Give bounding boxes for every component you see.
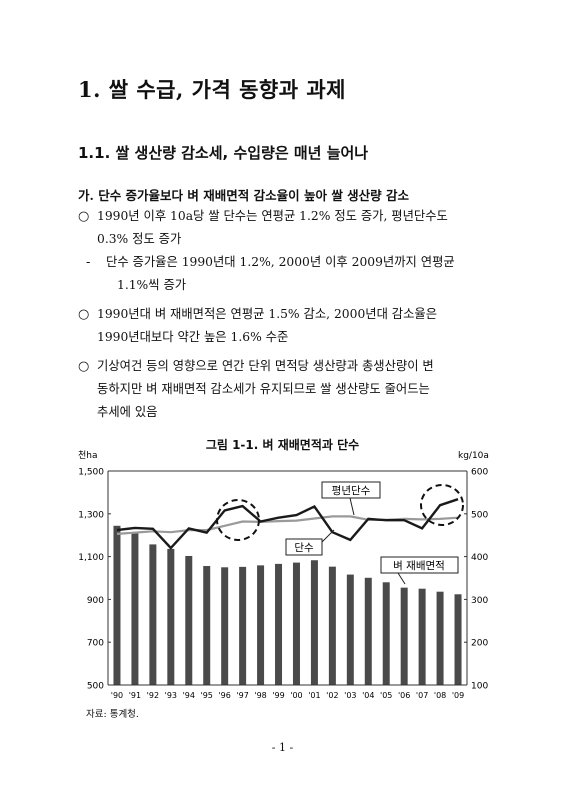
area-bar	[167, 548, 175, 685]
right-tick-label: 300	[471, 596, 488, 606]
x-tick-label: '93	[165, 691, 177, 700]
bullet-line: 기상여건 등의 영향으로 연간 단위 면적당 생산량과 총생산량이 변	[97, 359, 434, 373]
legend-arrow-avg-yield	[349, 497, 355, 516]
bullet-line: 동하지만 벼 재배면적 감소세가 유지되므로 쌀 생산량도 줄어드는	[97, 382, 430, 396]
x-tick-label: '97	[236, 691, 248, 700]
bullet-line: 0.3% 정도 증가	[97, 232, 182, 246]
area-bar	[418, 588, 426, 685]
subsection-heading: 가. 단수 증가율보다 벼 재배면적 감소율이 높아 쌀 생산량 감소	[78, 188, 410, 203]
x-tick-label: '06	[398, 691, 410, 700]
area-bar	[275, 563, 283, 685]
avg-yield-line	[116, 515, 459, 535]
area-bar	[454, 594, 462, 685]
x-tick-label: '08	[434, 691, 446, 700]
right-tick-label: 200	[471, 639, 488, 649]
circle-bullet-icon: ○	[78, 307, 90, 322]
x-tick-label: '95	[201, 691, 213, 700]
left-tick-label: 900	[87, 596, 104, 606]
legend-box-yield	[285, 538, 323, 556]
area-bar	[149, 544, 157, 685]
area-bar	[185, 555, 193, 685]
area-bar	[400, 587, 408, 685]
x-tick-label: '00	[290, 691, 302, 700]
area-bar	[364, 577, 372, 685]
x-tick-label: '94	[183, 691, 195, 700]
area-bar	[221, 567, 229, 685]
x-tick-label: '99	[272, 691, 284, 700]
x-tick-label: '92	[147, 691, 159, 700]
right-tick-label: 600	[471, 468, 488, 478]
legend-arrow-yield	[321, 529, 335, 543]
bullet-line: 1990년 이후 10a당 쌀 단수는 연평균 1.2% 정도 증가, 평년단수…	[97, 209, 448, 223]
right-tick-label: 500	[471, 510, 488, 520]
x-tick-label: '02	[326, 691, 338, 700]
highlight-circle-2008	[420, 484, 464, 526]
left-tick-label: 700	[87, 639, 104, 649]
x-tick-label: '96	[218, 691, 230, 700]
area-bar	[131, 533, 139, 685]
circle-bullet-icon: ○	[78, 209, 90, 224]
x-tick-label: '04	[362, 691, 374, 700]
page-title: 1. 쌀 수급, 가격 동향과 과제	[78, 77, 346, 102]
left-tick-label: 500	[87, 682, 104, 692]
legend-label-yield: 단수	[294, 542, 314, 554]
left-tick-label: 1,100	[78, 553, 104, 563]
area-bar	[382, 582, 390, 685]
x-tick-label: '09	[452, 691, 464, 700]
x-tick-label: '98	[254, 691, 266, 700]
area-bar	[257, 565, 265, 685]
legend-arrow-area	[397, 572, 406, 585]
legend-label-avg-yield: 평년단수	[332, 485, 371, 497]
x-tick-label: '05	[380, 691, 392, 700]
bullet-line: 단수 증가율은 1990년대 1.2%, 2000년 이후 2009년까지 연평…	[106, 255, 455, 269]
x-tick-label: '07	[416, 691, 428, 700]
area-bar	[346, 574, 354, 685]
bullet-line: 1990년대 벼 재배면적은 연평균 1.5% 감소, 2000년대 감소율은	[97, 307, 438, 321]
figure-source: 자료: 통계청.	[86, 709, 139, 720]
bullet-line: 1990년대보다 약간 높은 1.6% 수준	[97, 330, 289, 344]
right-tick-label: 400	[471, 553, 488, 563]
x-tick-label: '03	[344, 691, 356, 700]
legend-label-area: 벼 재배면적	[393, 560, 445, 572]
area-bar	[328, 566, 336, 685]
x-tick-label: '91	[129, 691, 141, 700]
bullet-line: 추세에 있음	[97, 405, 158, 419]
page-number: - 1 -	[271, 741, 294, 754]
x-tick-label: '01	[308, 691, 320, 700]
legend-box-avg-yield	[321, 481, 381, 499]
area-bar	[310, 560, 318, 685]
left-tick-label: 1,500	[78, 468, 104, 478]
area-bar	[436, 591, 444, 685]
legend-box-area	[380, 556, 459, 574]
area-bar	[292, 562, 300, 685]
x-tick-label: '90	[111, 691, 123, 700]
bullet-line: 1.1%씩 증가	[117, 278, 187, 292]
right-tick-label: 100	[471, 682, 488, 692]
yield-line	[116, 498, 459, 550]
section-heading: 1.1. 쌀 생산량 감소세, 수입량은 매년 늘어나	[78, 144, 369, 162]
left-tick-label: 1,300	[78, 510, 104, 520]
dash-bullet-icon: -	[86, 255, 91, 270]
highlight-circle-1997	[216, 499, 260, 541]
circle-bullet-icon: ○	[78, 359, 90, 374]
area-bar	[239, 566, 247, 685]
figure-title: 그림 1-1. 벼 재배면적과 단수	[205, 438, 360, 452]
area-bar	[113, 525, 121, 685]
area-bar	[203, 566, 211, 685]
